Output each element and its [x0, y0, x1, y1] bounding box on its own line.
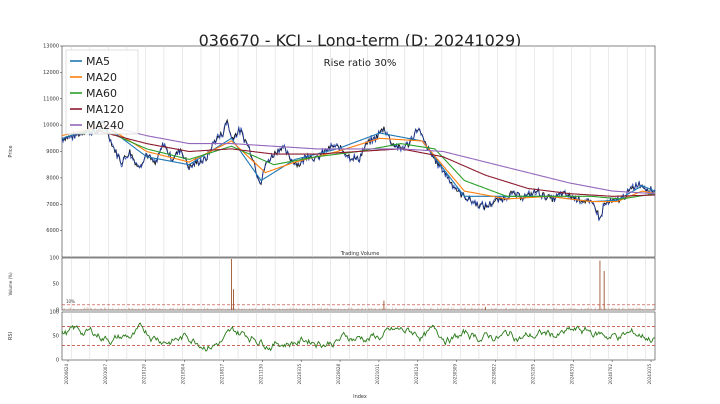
rsi-line: [61, 322, 656, 352]
price-ytick-label: 13000: [43, 44, 59, 50]
chart-title: 036670 - KCI - Long-term (D: 20241029): [199, 31, 522, 50]
x-tick-label: 20210120: [142, 364, 147, 385]
x-tick-label: 20221011: [375, 364, 380, 385]
x-tick-label: 20210817: [219, 364, 224, 385]
x-tick-label: 20241015: [647, 364, 652, 385]
x-tick-label: 20220628: [336, 364, 341, 385]
legend: MA5 MA20 MA60 MA120 MA240: [65, 49, 139, 135]
price-ytick-label: 9000: [46, 149, 59, 155]
volume-ytick-label: 50: [53, 282, 59, 288]
x-axis: 20200624 20201007 20210120 20210504 20210817…: [64, 360, 652, 400]
ma-line-ma120: [95, 129, 656, 197]
ma-line-ma20: [61, 124, 656, 203]
volume-frame: [61, 257, 656, 311]
price-ytick-label: 12000: [43, 70, 59, 76]
rsi-ytick-label: 50: [53, 334, 59, 340]
x-tick-label: 20240319: [569, 364, 574, 385]
rise-ratio-annotation: Rise ratio 30%: [324, 58, 397, 69]
price-ytick-label: 7000: [46, 202, 59, 208]
volume-title: Trading Volume: [340, 251, 380, 257]
rsi-frame: [61, 311, 656, 361]
ma-line-ma60: [78, 129, 656, 200]
x-tick-label: 20230509: [453, 364, 458, 385]
volume-ytick-label: 100: [49, 256, 59, 262]
rsi-ylabel: RSI: [8, 332, 14, 340]
rsi-ytick-label: 100: [49, 310, 59, 316]
legend-label-ma60: MA60: [86, 87, 117, 100]
x-tick-label: 20220315: [297, 364, 302, 385]
volume-ytick-label: 0: [56, 308, 59, 314]
x-tick-label: 20230124: [414, 364, 419, 385]
x-tick-label: 20200624: [64, 364, 69, 385]
x-tick-label: 20210504: [181, 364, 186, 385]
x-tick-label: 20211130: [258, 364, 263, 385]
price-ytick-label: 8000: [46, 175, 59, 181]
ma-line-ma240: [104, 124, 656, 195]
rsi-panel: 100 50 0 RSI: [8, 310, 656, 364]
x-tick-label: 20201007: [103, 364, 108, 385]
volume-threshold-label: 10%: [66, 299, 75, 304]
legend-label-ma240: MA240: [86, 119, 124, 132]
legend-label-ma120: MA120: [86, 103, 124, 116]
price-ytick-label: 11000: [43, 96, 59, 102]
volume-ylabel: Volume (%): [8, 272, 13, 296]
legend-box: [65, 49, 139, 135]
x-tick-label: 20231205: [530, 364, 535, 385]
price-ytick-label: 10000: [43, 123, 59, 129]
x-axis-label: Index: [353, 394, 367, 400]
price-candle-overlay: [61, 119, 656, 222]
volume-panel: Trading Volume 100 50 0 Volume (%) 10%: [8, 251, 656, 314]
x-tick-label: 20230822: [492, 364, 497, 385]
legend-label-ma5: MA5: [86, 55, 110, 68]
rsi-ytick-label: 0: [56, 358, 59, 364]
price-ytick-label: 6000: [46, 228, 59, 234]
legend-label-ma20: MA20: [86, 71, 117, 84]
price-panel: 13000 12000 11000 10000 9000 8000 7000 6000 Pric…: [8, 44, 656, 258]
price-ylabel: Price: [8, 145, 14, 157]
x-tick-label: 20240702: [608, 364, 613, 385]
